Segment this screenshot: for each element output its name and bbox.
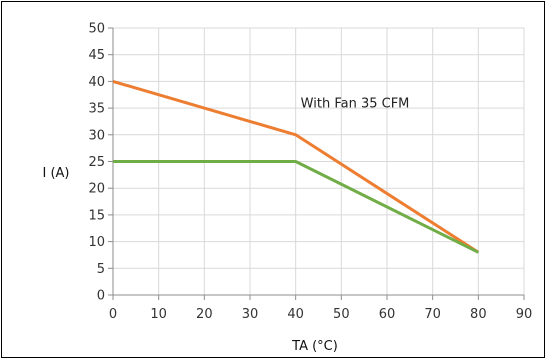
x-tick-label: 30: [242, 307, 259, 322]
y-tick-label: 15: [88, 208, 105, 223]
series-line-1: [112, 79, 480, 254]
y-tick-label: 25: [88, 155, 105, 170]
y-tick-label: 5: [97, 262, 105, 277]
y-axis-title: I (A): [42, 166, 69, 181]
series-layer: [112, 79, 480, 254]
x-axis-title: TA (°C): [291, 339, 338, 354]
label-layer: 0 5 10 15 20 25 30 35 40 45 50 0 10 20 30 40 50 60 70 80 90 W…: [88, 22, 532, 323]
y-tick-label: 45: [88, 48, 105, 63]
x-tick-label: 0: [109, 307, 117, 322]
x-tick-label: 40: [287, 307, 304, 322]
annotation-label: With Fan 35 CFM: [301, 96, 410, 111]
x-tick-label: 20: [196, 307, 213, 322]
x-tick-label: 70: [424, 307, 441, 322]
x-tick-label: 80: [470, 307, 487, 322]
x-tick-label: 90: [516, 307, 533, 322]
y-tick-label: 10: [88, 235, 105, 250]
y-tick-label: 20: [88, 182, 105, 197]
y-tick-label: 35: [88, 102, 105, 117]
x-tick-label: 60: [379, 307, 396, 322]
y-tick-label: 40: [88, 75, 105, 90]
y-tick-label: 50: [88, 22, 105, 37]
x-tick-label: 10: [150, 307, 167, 322]
axis-layer: [108, 27, 525, 300]
series-line-2: [113, 160, 479, 254]
x-tick-label: 50: [333, 307, 350, 322]
y-tick-label: 30: [88, 128, 105, 143]
y-tick-label: 0: [97, 289, 105, 304]
